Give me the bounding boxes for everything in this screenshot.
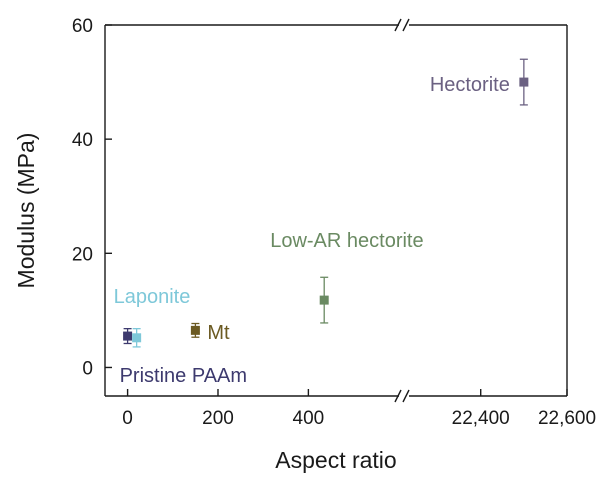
series-label: Mt bbox=[207, 322, 230, 344]
marker bbox=[190, 325, 200, 335]
marker bbox=[123, 331, 133, 341]
axes bbox=[104, 18, 568, 403]
top-axis-break-mark bbox=[394, 18, 402, 32]
top-axis-break-mark bbox=[402, 18, 410, 32]
y-tick-label: 20 bbox=[72, 244, 93, 265]
y-axis-title: Modulus (MPa) bbox=[13, 133, 39, 289]
y-tick-label: 60 bbox=[72, 16, 93, 37]
series-label: Low-AR hectorite bbox=[270, 230, 423, 252]
data-point-laponite bbox=[132, 327, 142, 348]
x-tick-label: 400 bbox=[293, 408, 325, 429]
data-point-mt bbox=[190, 322, 200, 338]
x-tick-label: 0 bbox=[122, 408, 133, 429]
y-tick-label: 40 bbox=[72, 130, 93, 151]
data-point-hectorite bbox=[519, 58, 529, 106]
marker bbox=[519, 77, 529, 87]
y-tick-label: 0 bbox=[82, 358, 93, 379]
bottom-axis-break-mark bbox=[402, 389, 410, 403]
x-axis-title: Aspect ratio bbox=[275, 447, 396, 473]
x-tick-label: 22,600 bbox=[538, 408, 596, 429]
series-label: Hectorite bbox=[430, 74, 510, 96]
x-tick-label: 22,400 bbox=[452, 408, 510, 429]
text-labels: 0 20 40 60 0 200 400 22,400 22,600 Aspect ratio Mo… bbox=[13, 16, 596, 473]
marker bbox=[132, 333, 142, 343]
bottom-axis-break-mark bbox=[394, 389, 402, 403]
data-point-pristine-paam bbox=[123, 327, 133, 345]
data-marks bbox=[123, 58, 529, 348]
series-label: Laponite bbox=[114, 286, 191, 308]
marker bbox=[319, 295, 329, 305]
x-tick-label: 200 bbox=[202, 408, 234, 429]
series-label: Pristine PAAm bbox=[120, 365, 247, 387]
data-point-low-ar-hectorite bbox=[319, 276, 329, 324]
